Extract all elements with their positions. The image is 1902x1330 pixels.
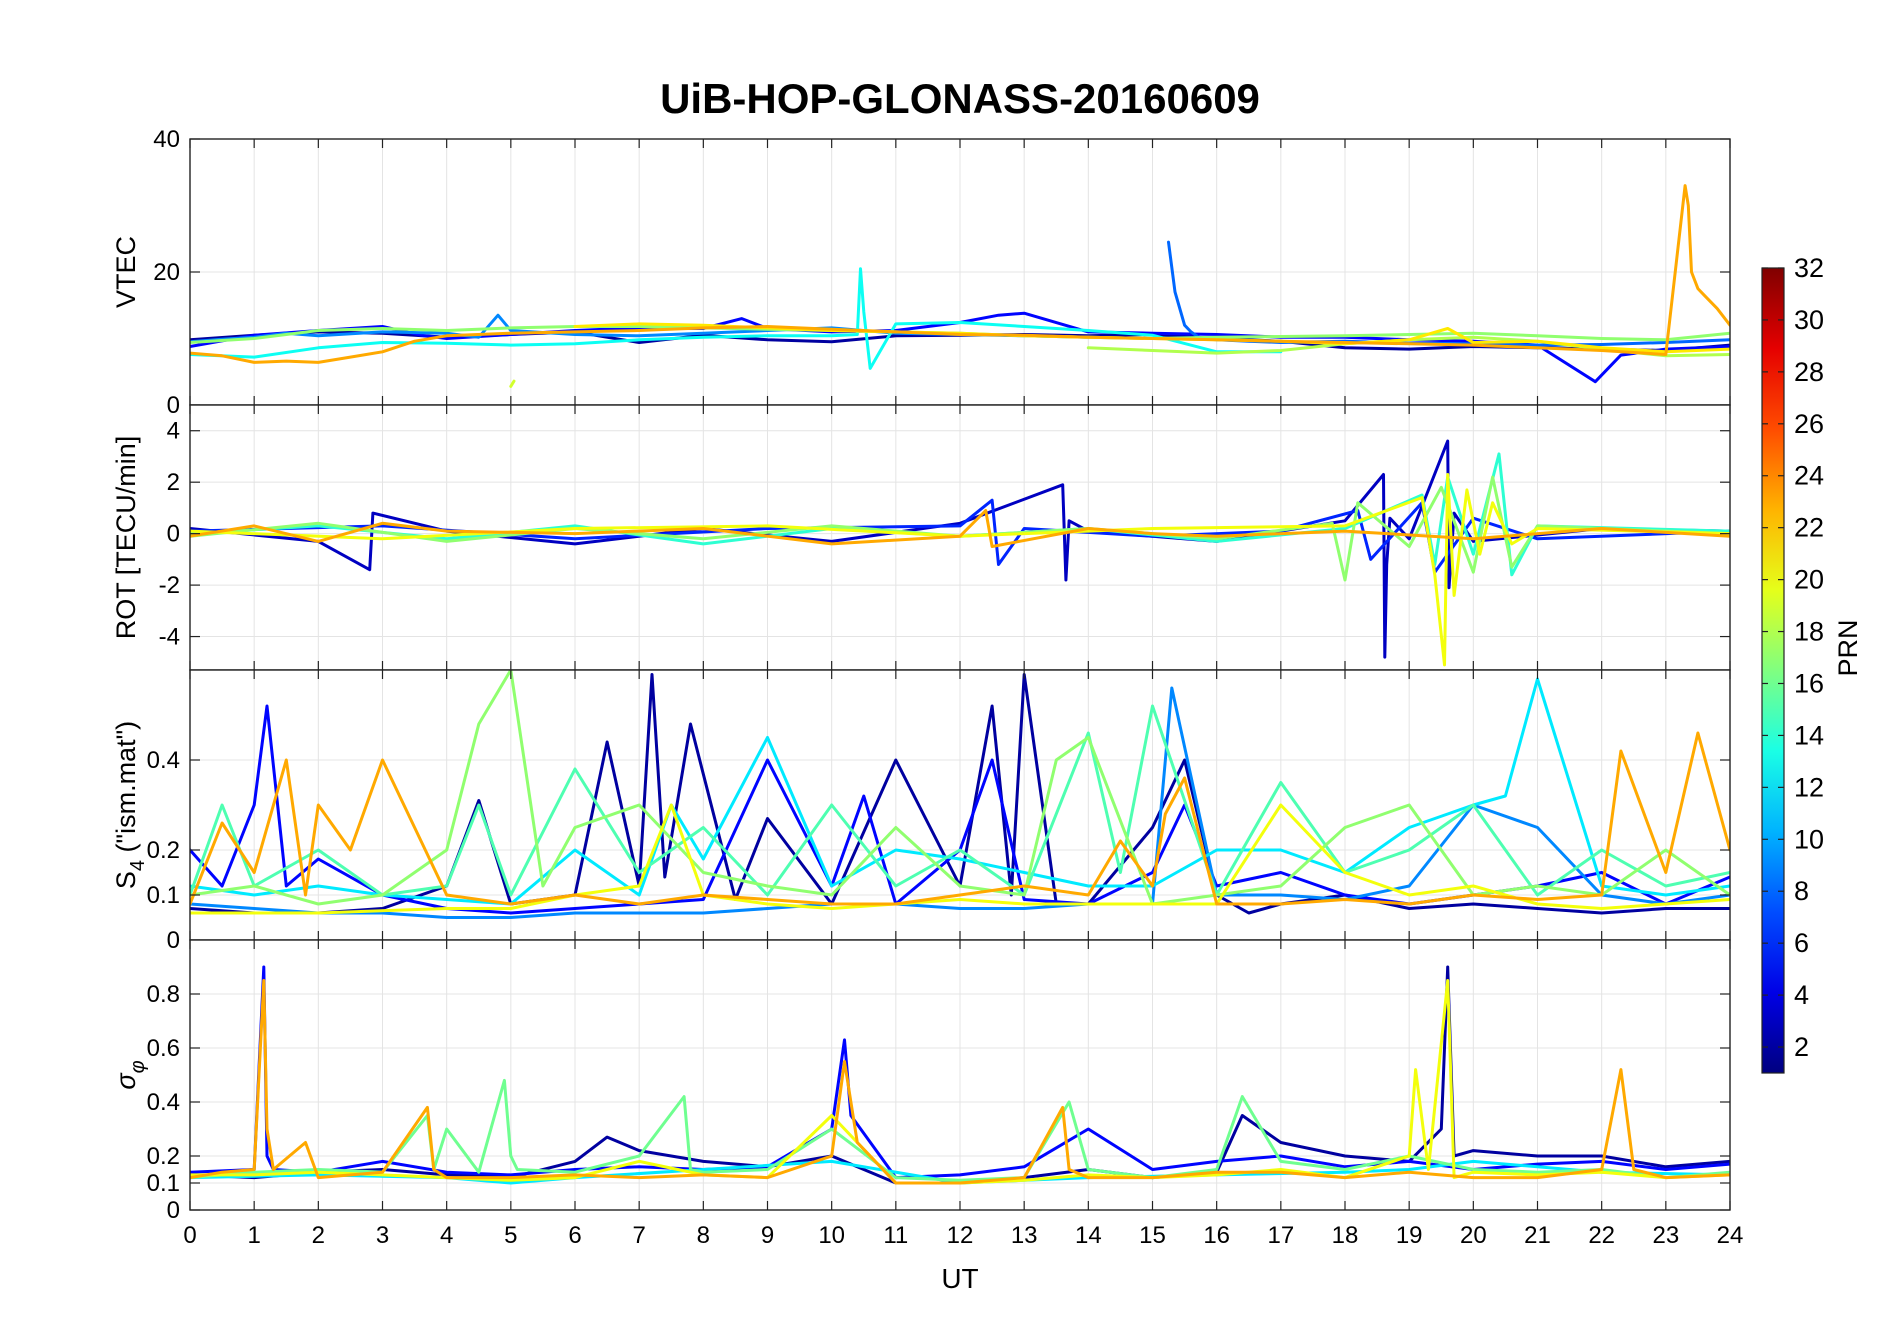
colorbar-tick-label: 22 <box>1794 513 1824 543</box>
colorbar-tick-label: 4 <box>1794 980 1809 1010</box>
panel-3: 0 0.1 0.2 0.4S4 ("ism.mat") <box>111 669 1731 954</box>
series-prn-23 <box>190 509 1730 548</box>
series-prn-12 <box>190 677 1730 906</box>
y-tick-label: -4 <box>159 624 180 651</box>
series-group <box>190 184 1730 388</box>
y-tick-label: 40 <box>153 126 180 153</box>
series-group <box>190 670 1730 919</box>
x-tick-label: 18 <box>1332 1222 1359 1249</box>
x-tick-label: 6 <box>568 1222 581 1249</box>
y-tick-label: 0.2 <box>147 837 180 864</box>
series-group <box>190 439 1730 667</box>
y-tick-label: 0.4 <box>147 1089 180 1116</box>
y-tick-label: -2 <box>159 572 180 599</box>
x-tick-label: 8 <box>697 1222 710 1249</box>
y-tick-label: 0.8 <box>147 981 180 1008</box>
series-prn-23 <box>190 979 1730 1185</box>
series-prn-9 <box>190 686 1730 919</box>
colorbar-tick-label: 14 <box>1794 720 1824 750</box>
panel-2: -4 -2 0 2 4 ROT [TECU/min] <box>111 404 1731 671</box>
chart-title: UiB-HOP-GLONASS-20160609 <box>660 75 1260 122</box>
x-tick-label: 23 <box>1652 1222 1679 1249</box>
series-prn-23 <box>190 731 1730 906</box>
x-axis: 0 1 2 3 4 5 6 7 8 9 10 11 12 13 14 15 16 17 18 19 20 21 22 23 24 <box>183 1222 1743 1249</box>
series-prn-19 <box>509 379 516 388</box>
y-tick-label: 20 <box>153 259 180 286</box>
colorbar-tick-label: 32 <box>1794 253 1824 283</box>
colorbar-tick-label: 18 <box>1794 617 1824 647</box>
x-tick-label: 14 <box>1075 1222 1102 1249</box>
x-tick-label: 11 <box>883 1222 908 1249</box>
y-tick-label: 0 <box>167 392 180 419</box>
colorbar-tick-label: 8 <box>1794 876 1809 906</box>
x-tick-label: 19 <box>1396 1222 1423 1249</box>
y-tick-label: 0.1 <box>147 1170 180 1197</box>
colorbar-label: PRN <box>1833 619 1863 676</box>
y-tick-label: 0 <box>167 927 180 954</box>
x-tick-label: 12 <box>947 1222 974 1249</box>
colorbar-tick-label: 20 <box>1794 565 1824 595</box>
colorbar-tick-label: 10 <box>1794 824 1824 854</box>
x-tick-label: 3 <box>376 1222 389 1249</box>
y-axis-label: σφ <box>111 1060 149 1089</box>
x-tick-label: 4 <box>440 1222 453 1249</box>
series-prn-23 <box>190 184 1730 364</box>
y-axis-label: VTEC <box>111 236 141 308</box>
colorbar-tick-label: 12 <box>1794 772 1824 802</box>
colorbar-tick-label: 30 <box>1794 305 1824 335</box>
y-axis-label: S4 ("ism.mat") <box>111 721 149 889</box>
x-tick-label: 16 <box>1203 1222 1230 1249</box>
x-tick-label: 13 <box>1011 1222 1038 1249</box>
y-axis-label: ROT [TECU/min] <box>111 436 141 640</box>
y-tick-label: 0.6 <box>147 1035 180 1062</box>
colorbar-tick-label: 26 <box>1794 409 1824 439</box>
colorbar-tick-label: 28 <box>1794 357 1824 387</box>
panel-1: 0 20 40 VTEC <box>111 126 1731 419</box>
series-prn-13 <box>190 267 1283 370</box>
x-tick-label: 10 <box>818 1222 845 1249</box>
x-tick-label: 22 <box>1588 1222 1615 1249</box>
colorbar-tick-label: 6 <box>1794 928 1809 958</box>
x-tick-label: 24 <box>1717 1222 1744 1249</box>
x-tick-label: 20 <box>1460 1222 1487 1249</box>
series-prn-20 <box>190 473 1730 667</box>
series-prn-17 <box>190 670 1730 906</box>
y-tick-label: 0.4 <box>147 747 180 774</box>
series-prn-15 <box>190 704 1730 897</box>
x-tick-label: 7 <box>632 1222 645 1249</box>
y-tick-label: 4 <box>167 418 180 445</box>
colorbar-tick-label: 16 <box>1794 668 1824 698</box>
colorbar-bar <box>1761 267 1785 1074</box>
y-tick-label: 0.1 <box>147 882 180 909</box>
colorbar-tick-label: 24 <box>1794 461 1824 491</box>
x-tick-label: 21 <box>1524 1222 1551 1249</box>
x-tick-label: 2 <box>312 1222 325 1249</box>
x-tick-label: 9 <box>761 1222 774 1249</box>
x-tick-label: 5 <box>504 1222 517 1249</box>
series-group <box>190 965 1730 1185</box>
y-tick-label: 0 <box>167 1197 180 1224</box>
panel-4: 00.10.2 0.4 0.6 0.8 σφ <box>111 939 1731 1224</box>
x-tick-label: 0 <box>183 1222 196 1249</box>
x-axis-label: UT <box>941 1263 978 1294</box>
colorbar-tick-label: 2 <box>1794 1032 1809 1062</box>
x-tick-label: 1 <box>247 1222 260 1249</box>
series-prn-16 <box>190 1078 1730 1182</box>
y-tick-label: 0.2 <box>147 1143 180 1170</box>
x-tick-label: 15 <box>1139 1222 1166 1249</box>
y-tick-label: 2 <box>167 469 180 496</box>
x-tick-label: 17 <box>1267 1222 1294 1249</box>
y-tick-label: 0 <box>167 521 180 548</box>
